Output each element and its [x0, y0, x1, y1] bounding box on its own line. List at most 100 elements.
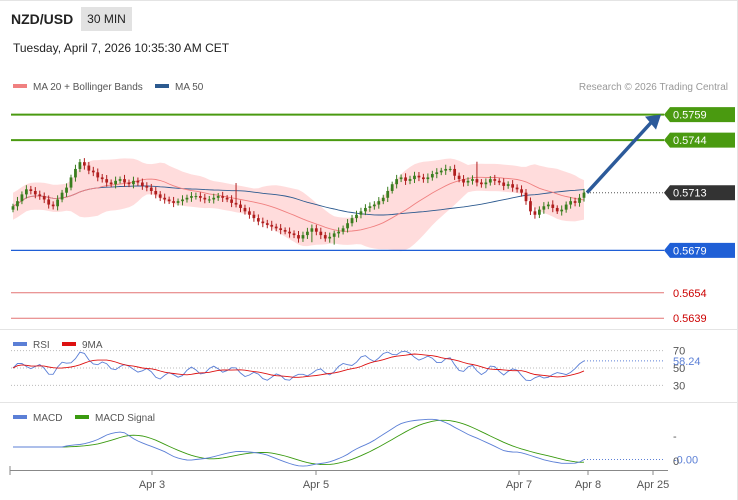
candle-body: [221, 196, 225, 198]
candle-body: [265, 223, 269, 225]
x-tick-label-0: Apr 3: [139, 479, 165, 491]
candle-body: [337, 231, 341, 234]
currency-pair-label: NZD/USD: [11, 11, 74, 27]
candle-body: [56, 199, 59, 207]
arrow-shaft: [585, 121, 653, 194]
candle: [274, 223, 278, 232]
level-label-0: 0.5759: [673, 110, 707, 122]
candle-body: [582, 192, 586, 198]
candle: [248, 207, 251, 219]
legend-label-macd-signal: MACD Signal: [95, 413, 155, 424]
candle: [279, 224, 283, 235]
candle: [225, 195, 229, 203]
candle-body: [252, 214, 256, 219]
level-label-4: 0.5654: [673, 288, 707, 300]
candle: [265, 219, 269, 229]
candle-body: [350, 218, 354, 224]
candle-body: [123, 179, 126, 183]
candle-body: [100, 177, 104, 180]
candle-body: [24, 189, 28, 195]
candle: [243, 204, 247, 215]
candle: [502, 178, 506, 191]
candle-body: [515, 187, 519, 190]
level-labels: 0.5759 0.5744 0.5713 0.5679 0.5654 0.5639: [664, 107, 735, 325]
candle-body: [96, 172, 100, 178]
candle: [158, 191, 162, 202]
candle-body: [69, 177, 73, 188]
candle-body: [118, 179, 122, 181]
candle-body: [538, 209, 541, 215]
candle: [56, 195, 59, 211]
candle-body: [274, 226, 278, 229]
candle-body: [448, 168, 452, 170]
candle: [364, 204, 367, 216]
candle-body: [212, 197, 216, 200]
candle-body: [520, 189, 523, 193]
candle: [408, 175, 412, 185]
legend-swatch-ma20: [13, 84, 27, 88]
candle: [145, 182, 149, 192]
candle-body: [149, 187, 153, 191]
candle-body: [511, 184, 515, 188]
legend-label-ma20: MA 20 + Bollinger Bands: [33, 82, 143, 93]
candle: [319, 227, 323, 240]
candle-body: [270, 224, 274, 227]
candle-body: [239, 204, 242, 208]
candle: [29, 185, 33, 195]
candle-body: [105, 179, 109, 183]
candle: [368, 202, 372, 212]
candle-body: [529, 201, 532, 212]
candle: [453, 164, 457, 180]
candle-body: [457, 175, 461, 180]
candle: [426, 173, 430, 184]
candle: [538, 206, 541, 219]
candle-body: [167, 199, 171, 202]
candle: [38, 190, 42, 200]
candle: [283, 227, 287, 235]
main-legend: MA 20 + Bollinger Bands MA 50 Research ©…: [13, 82, 728, 93]
candle: [149, 183, 153, 195]
candle-body: [74, 168, 77, 178]
candle: [310, 224, 314, 243]
candle: [488, 176, 492, 186]
macd-signal-line: [13, 419, 585, 466]
candle-body: [310, 228, 314, 232]
level-label-3: 0.5679: [673, 245, 707, 257]
candle-body: [20, 194, 24, 202]
candle-body: [207, 199, 211, 201]
candle-body: [292, 233, 296, 236]
datetime-label: Tuesday, April 7, 2026 10:35:30 AM CET: [13, 41, 230, 55]
candle: [69, 174, 73, 191]
legend-label-rsi-ma: 9MA: [82, 340, 103, 351]
candle: [87, 162, 91, 175]
candle: [377, 197, 381, 209]
level-label-2: 0.5713: [673, 188, 707, 200]
candle: [471, 175, 474, 185]
candle-body: [82, 162, 86, 166]
rsi-tick-1: 50: [673, 363, 685, 375]
legend-label-macd: MACD: [33, 413, 62, 424]
candle-body: [484, 182, 488, 185]
legend-swatch-rsi-ma: [62, 342, 76, 346]
timeframe-badge[interactable]: 30 MIN: [81, 7, 132, 31]
candle-body: [248, 211, 251, 215]
x-tick-label-2: Apr 7: [506, 479, 532, 491]
candle-body: [372, 204, 376, 207]
candle-body: [332, 233, 336, 237]
candle: [270, 220, 274, 231]
candle: [203, 193, 207, 204]
candle-body: [140, 182, 144, 186]
candle: [33, 187, 37, 199]
candle: [140, 178, 144, 190]
candle: [306, 227, 309, 239]
candle-body: [422, 177, 425, 180]
candle: [288, 227, 291, 238]
candle-body: [328, 236, 332, 239]
candle: [221, 191, 225, 202]
candle-body: [301, 235, 305, 239]
candle-body: [555, 207, 559, 212]
candle: [355, 210, 358, 223]
candle-body: [261, 221, 265, 224]
candle: [395, 174, 399, 189]
